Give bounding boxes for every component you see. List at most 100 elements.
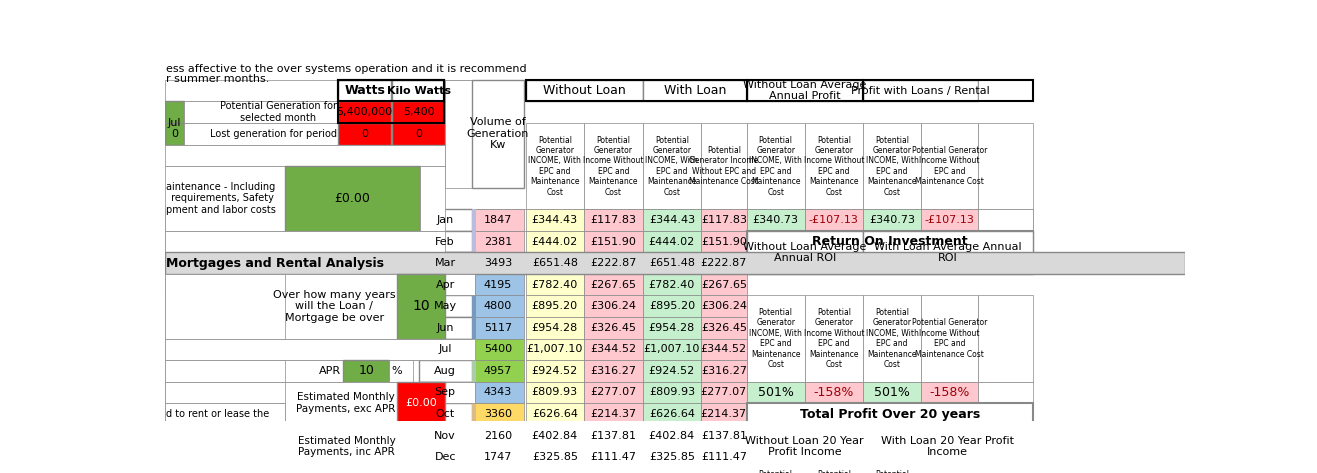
Text: £344.43: £344.43: [532, 215, 578, 225]
Bar: [284, 274, 398, 339]
Bar: [583, 231, 643, 252]
Bar: [284, 468, 398, 473]
Text: 4957: 4957: [483, 366, 512, 376]
Text: £895.20: £895.20: [532, 301, 578, 311]
Text: £277.07: £277.07: [590, 387, 636, 397]
Bar: [471, 209, 524, 231]
Text: Potential
Generator
INCOME, With
EPC and
Maintenance
Cost: Potential Generator INCOME, With EPC and…: [749, 308, 802, 369]
Text: Potential
Generator
Income Without
EPC and
Maintenance
Cost: Potential Generator Income Without EPC a…: [803, 308, 864, 369]
Bar: [419, 274, 471, 296]
Bar: [165, 382, 471, 403]
Bar: [747, 382, 805, 403]
Text: Potential
Generator
Income Without
EPC and
Maintenance
Cost: Potential Generator Income Without EPC a…: [803, 470, 864, 473]
Bar: [525, 403, 583, 425]
Text: 5117: 5117: [483, 323, 512, 333]
Bar: [471, 425, 477, 447]
Text: 1847: 1847: [483, 215, 512, 225]
Bar: [863, 425, 1033, 468]
Bar: [583, 403, 643, 425]
Bar: [525, 339, 583, 360]
Bar: [525, 296, 583, 317]
Text: -158%: -158%: [928, 386, 969, 399]
Bar: [805, 209, 863, 231]
Text: 4343: 4343: [483, 387, 512, 397]
Bar: [165, 80, 338, 101]
Text: £137.81: £137.81: [590, 430, 636, 441]
Bar: [471, 231, 477, 252]
Text: Mar: Mar: [435, 258, 456, 268]
Bar: [747, 209, 805, 231]
Text: Sep: Sep: [435, 387, 456, 397]
Bar: [805, 468, 863, 473]
Bar: [701, 360, 747, 382]
Bar: [471, 274, 524, 296]
Bar: [420, 166, 445, 231]
Bar: [398, 382, 445, 425]
Bar: [701, 382, 747, 403]
Text: 4800: 4800: [483, 301, 512, 311]
Bar: [643, 425, 701, 447]
Bar: [419, 296, 471, 317]
Bar: [583, 382, 643, 403]
Bar: [747, 403, 1033, 425]
Bar: [338, 80, 444, 101]
Bar: [805, 382, 863, 403]
Bar: [643, 274, 701, 296]
Bar: [284, 425, 398, 468]
Bar: [805, 123, 863, 209]
Text: -£107.13: -£107.13: [809, 215, 859, 225]
Text: £326.45: £326.45: [701, 323, 747, 333]
Bar: [165, 360, 471, 382]
Bar: [977, 382, 1033, 403]
Bar: [747, 468, 805, 473]
Text: £222.87: £222.87: [701, 258, 747, 268]
Bar: [863, 382, 921, 403]
Text: £809.93: £809.93: [532, 387, 578, 397]
Bar: [701, 209, 747, 231]
Bar: [419, 317, 471, 339]
Bar: [643, 382, 701, 403]
Text: 5,400,000: 5,400,000: [337, 107, 392, 117]
Bar: [398, 425, 445, 468]
Text: Over how many years
will the Loan /
Mortgage be over: Over how many years will the Loan / Mort…: [273, 289, 395, 323]
Bar: [643, 317, 701, 339]
Bar: [445, 80, 471, 101]
Text: £316.27: £316.27: [701, 366, 747, 376]
Bar: [419, 209, 471, 231]
Text: 501%: 501%: [757, 386, 794, 399]
Bar: [701, 447, 747, 468]
Text: £151.90: £151.90: [701, 236, 747, 246]
Text: Nov: Nov: [435, 430, 456, 441]
Text: £111.47: £111.47: [701, 452, 747, 462]
Bar: [165, 252, 471, 274]
Bar: [701, 252, 747, 274]
Bar: [583, 339, 643, 360]
Bar: [525, 360, 583, 382]
Bar: [863, 80, 1033, 101]
Text: With Loan Average Annual
ROI: With Loan Average Annual ROI: [874, 242, 1022, 263]
Text: Apr: Apr: [436, 280, 454, 289]
Bar: [583, 209, 643, 231]
Text: £924.52: £924.52: [649, 366, 695, 376]
Bar: [390, 360, 412, 382]
Text: 0: 0: [415, 129, 423, 139]
Text: £214.37: £214.37: [701, 409, 747, 419]
Bar: [445, 80, 471, 188]
Text: 2160: 2160: [483, 430, 512, 441]
Text: Potential
Generator
INCOME, With
EPC and
Maintenance
Cost: Potential Generator INCOME, With EPC and…: [865, 470, 918, 473]
Bar: [525, 447, 583, 468]
Text: 3360: 3360: [483, 409, 512, 419]
Text: £1,007.10: £1,007.10: [527, 344, 583, 354]
Bar: [165, 425, 471, 447]
Bar: [525, 209, 583, 231]
Bar: [165, 209, 1033, 231]
Text: Potential
Generator
INCOME, With
EPC and
Maintenance
Cost: Potential Generator INCOME, With EPC and…: [645, 136, 698, 197]
Text: With Loan: With Loan: [664, 84, 726, 97]
Text: £326.45: £326.45: [590, 323, 636, 333]
Text: 501%: 501%: [874, 386, 910, 399]
Text: £137.81: £137.81: [701, 430, 747, 441]
Bar: [921, 296, 977, 382]
Bar: [165, 231, 445, 252]
Bar: [643, 339, 701, 360]
Text: £924.52: £924.52: [532, 366, 578, 376]
